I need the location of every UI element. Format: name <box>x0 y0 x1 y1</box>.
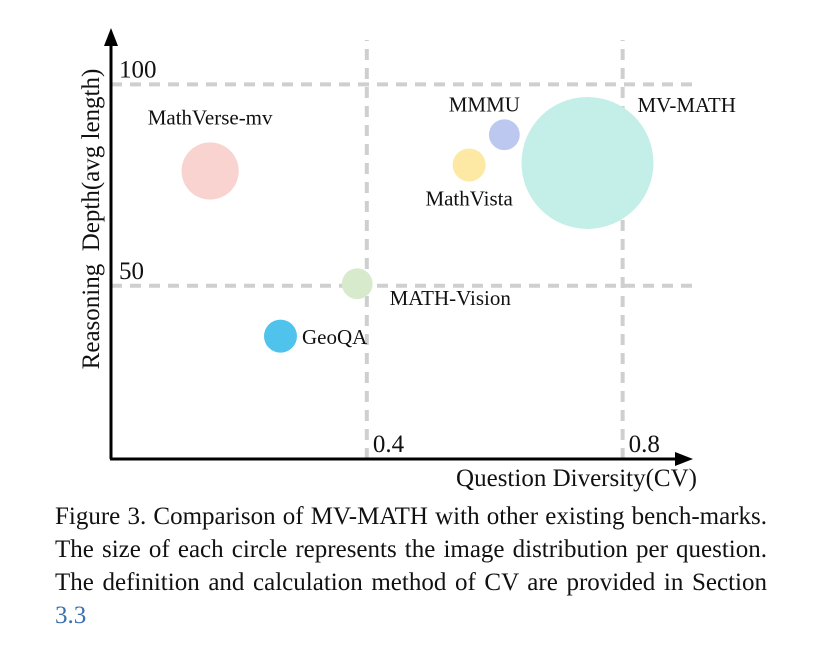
x-tick-label: 0.4 <box>373 431 405 458</box>
x-axis-arrowhead <box>675 452 693 466</box>
bubble-mv-math <box>521 96 654 229</box>
bubble-mmmu <box>488 119 520 151</box>
bubble-math-vision <box>341 268 373 300</box>
tick-labels: 0.4 0.8 50 100 <box>119 56 660 458</box>
y-axis-label: Reasoning Depth(avg length) <box>78 69 105 370</box>
bubble-label: MMMU <box>449 92 520 116</box>
bubble-label: MV-MATH <box>637 93 735 117</box>
y-tick-label: 50 <box>119 258 144 285</box>
bubbles <box>181 96 654 353</box>
bubble-chart: 0.4 0.8 50 100 MathVerse-mv GeoQA MATH-Vision… <box>78 28 736 492</box>
section-reference-link[interactable]: 3.3 <box>55 602 87 629</box>
bubble-labels: MathVerse-mv GeoQA MATH-Vision MathVista MMM… <box>148 92 736 349</box>
bubble-label: GeoQA <box>302 325 368 349</box>
bubble-label: MathVista <box>425 186 513 210</box>
axes <box>104 28 693 466</box>
bubble-mathvista <box>452 148 486 182</box>
y-tick-label: 100 <box>119 56 157 83</box>
caption-label: Figure 3. <box>55 503 147 530</box>
x-tick-label: 0.8 <box>629 431 660 458</box>
bubble-mathverse-mv <box>181 142 239 200</box>
bubble-label: MATH-Vision <box>390 286 512 310</box>
x-axis-label: Question Diversity(CV) <box>456 465 697 492</box>
bubble-geoqa <box>263 319 297 353</box>
bubble-label: MathVerse-mv <box>148 105 273 129</box>
figure-caption: Figure 3. Comparison of MV-MATH with oth… <box>55 500 767 632</box>
caption-text: Comparison of MV-MATH with other existin… <box>55 503 767 596</box>
y-axis-arrowhead <box>104 28 118 46</box>
